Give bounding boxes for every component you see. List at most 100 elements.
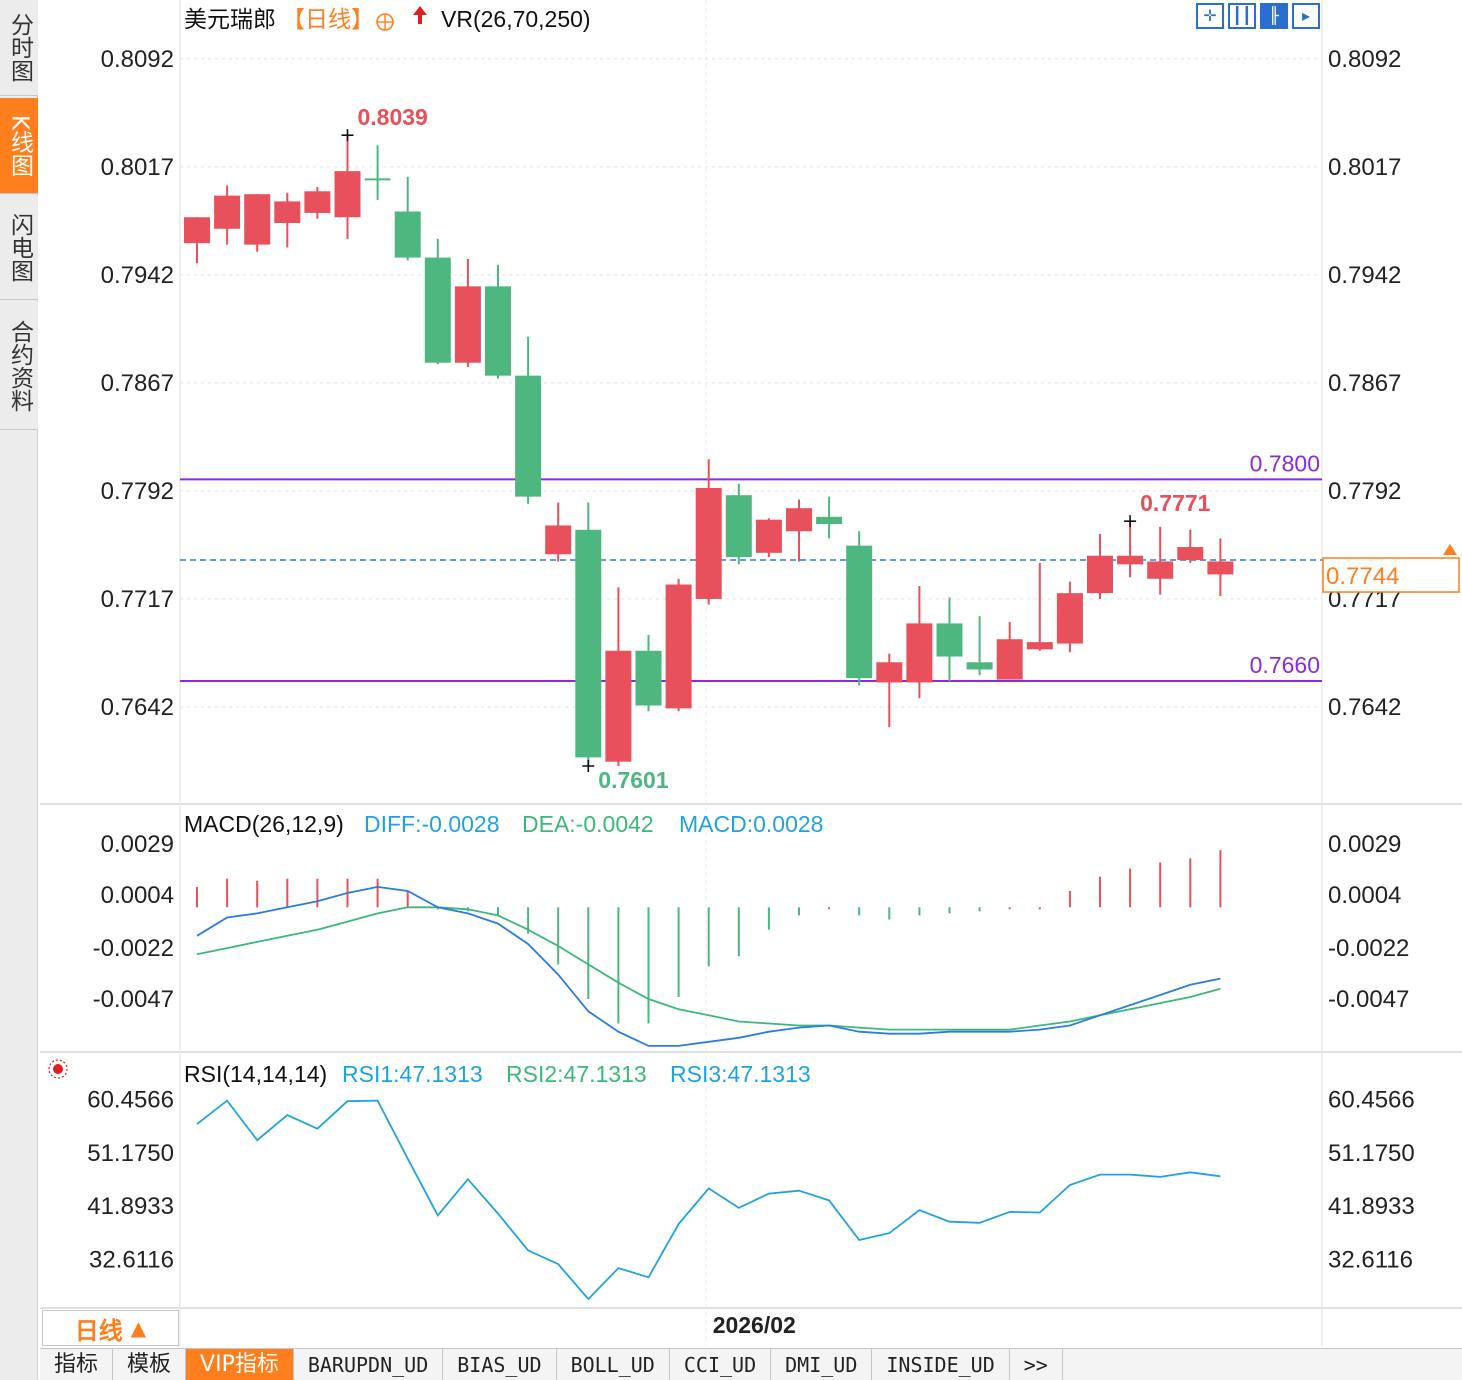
candle-body bbox=[1177, 547, 1204, 561]
rsi-axis: 60.4566 60.4566 51.1750 51.1750 41.8933 41.89… bbox=[87, 1087, 1415, 1274]
price-tick-left: 0.8092 bbox=[101, 46, 174, 73]
candle-body bbox=[364, 178, 391, 181]
candle-body bbox=[936, 623, 963, 657]
bottom-tab-1[interactable]: 模板 bbox=[113, 1349, 187, 1380]
candle-body bbox=[816, 516, 843, 525]
side-tab-0[interactable]: 分时图 bbox=[0, 0, 38, 96]
period-tag[interactable]: 【日线】 bbox=[282, 6, 374, 32]
candle-body bbox=[725, 495, 752, 558]
candle-body bbox=[274, 201, 301, 223]
rsi-tick-right: 51.1750 bbox=[1328, 1140, 1415, 1167]
candle-body bbox=[605, 650, 632, 762]
rsi-tick-left: 32.6116 bbox=[89, 1246, 174, 1273]
crosshair-icon[interactable]: ✛ bbox=[1196, 3, 1224, 29]
candle-body bbox=[244, 194, 271, 245]
arrow-right-icon[interactable]: ▸ bbox=[1292, 3, 1320, 29]
macd-tick-right: 0.0004 bbox=[1328, 882, 1401, 909]
extreme-marker bbox=[582, 759, 595, 772]
bottom-tab-0[interactable]: 指标 bbox=[40, 1349, 114, 1380]
candle-body bbox=[1117, 555, 1144, 565]
chart-icon[interactable]: ┃┃ bbox=[1228, 3, 1256, 29]
candle-body bbox=[424, 257, 451, 363]
bottom-tab-4[interactable]: BIAS_UD bbox=[443, 1349, 557, 1380]
vr-indicator-label[interactable]: VR(26,70,250) bbox=[441, 6, 591, 32]
candle-body bbox=[485, 286, 511, 376]
candle-body bbox=[515, 375, 542, 497]
candle-body bbox=[1147, 561, 1174, 579]
rsi-tick-left: 51.1750 bbox=[87, 1140, 174, 1167]
candle-body bbox=[635, 650, 662, 706]
bottom-tab-6[interactable]: CCI_UD bbox=[670, 1349, 772, 1380]
rsi2-value: RSI2:47.1313 bbox=[506, 1061, 647, 1087]
bottom-tab-2[interactable]: VIP指标 bbox=[186, 1349, 294, 1380]
bottom-tab-5[interactable]: BOLL_UD bbox=[557, 1349, 670, 1380]
macd-diff-value: DIFF:-0.0028 bbox=[364, 811, 500, 837]
candle-body bbox=[184, 217, 210, 244]
dea-line bbox=[196, 906, 1221, 1031]
rsi-series bbox=[196, 1099, 1221, 1301]
candle-body bbox=[214, 195, 241, 229]
macd-dea-value: DEA:-0.0042 bbox=[522, 811, 654, 837]
macd-tick-left: -0.0022 bbox=[93, 935, 174, 962]
price-tick-right: 0.8017 bbox=[1328, 154, 1401, 181]
annotations: 0.8039 0.7601 0.7771 bbox=[341, 104, 1211, 793]
candles bbox=[184, 135, 1234, 766]
candle-body bbox=[454, 286, 481, 363]
candle-body bbox=[846, 545, 873, 679]
bottom-tab-9[interactable]: >> bbox=[1010, 1349, 1063, 1380]
side-tab-3[interactable]: 合约资料 bbox=[0, 302, 38, 430]
candle-body bbox=[1056, 593, 1083, 644]
candle-body bbox=[545, 525, 572, 555]
price-tick-right: 0.7942 bbox=[1328, 262, 1401, 289]
price-tick-left: 0.7942 bbox=[101, 262, 174, 289]
macd-tick-right: -0.0022 bbox=[1328, 935, 1409, 962]
extreme-marker bbox=[341, 129, 354, 142]
price-tick-right: 0.8092 bbox=[1328, 46, 1401, 73]
indicator-icon[interactable]: ╟ bbox=[1260, 3, 1288, 29]
chart-canvas[interactable]: 美元瑞郎 【日线】 VR(26,70,250) 0.8092 0.80920.80… bbox=[0, 0, 1462, 1348]
price-axis: 0.8092 0.8092 0.8017 0.8017 0.7942 0.7942 0.78… bbox=[101, 46, 1402, 721]
candle-body bbox=[1207, 561, 1234, 575]
symbol-title: 美元瑞郎 bbox=[184, 6, 276, 32]
period-label: 日线 bbox=[74, 1316, 123, 1345]
candle-body bbox=[394, 211, 421, 258]
bottom-tab-8[interactable]: INSIDE_UD bbox=[872, 1349, 1010, 1380]
bottom-tab-7[interactable]: DMI_UD bbox=[771, 1349, 873, 1380]
macd-tick-right: -0.0047 bbox=[1328, 986, 1409, 1013]
macd-tick-left: -0.0047 bbox=[93, 986, 174, 1013]
price-tick-right: 0.7792 bbox=[1328, 478, 1401, 505]
extreme-label: 0.7771 bbox=[1140, 490, 1211, 516]
extreme-marker bbox=[1124, 515, 1137, 528]
price-tick-left: 0.7717 bbox=[101, 586, 174, 613]
candle-body bbox=[1026, 642, 1053, 650]
x-axis-date-label: 2026/02 bbox=[713, 1312, 796, 1338]
indicator-tab-bar: 指标 模板 VIP指标 BARUPDN_UD BIAS_UD BOLL_UD CCI_UD D… bbox=[40, 1348, 1462, 1380]
bottom-tab-3[interactable]: BARUPDN_UD bbox=[294, 1349, 444, 1380]
grid-layer bbox=[40, 0, 1462, 1346]
candle-body bbox=[575, 529, 602, 758]
candle-body bbox=[334, 171, 361, 218]
candle-body bbox=[304, 191, 331, 213]
extreme-label: 0.7601 bbox=[598, 767, 669, 793]
period-selector[interactable]: 日线 ▲ bbox=[42, 1310, 179, 1346]
price-tick-left: 0.8017 bbox=[101, 154, 174, 181]
rsi-title[interactable]: RSI(14,14,14) bbox=[184, 1061, 327, 1087]
side-tab-2[interactable]: 闪电图 bbox=[0, 196, 38, 300]
candle-body bbox=[966, 662, 993, 670]
macd-tick-left: 0.0004 bbox=[101, 882, 174, 909]
side-tab-1[interactable]: K线图 bbox=[0, 98, 38, 194]
settings-sun-icon[interactable] bbox=[48, 1059, 68, 1079]
macd-axis: 0.0029 0.0029 0.0004 0.0004 -0.0022 -0.0022 -0… bbox=[93, 831, 1410, 1013]
globe-icon[interactable] bbox=[376, 13, 394, 31]
candle-body bbox=[906, 623, 933, 683]
hline-label: 0.7800 bbox=[1250, 450, 1320, 476]
macd-tick-right: 0.0029 bbox=[1328, 831, 1401, 858]
macd-title[interactable]: MACD(26,12,9) bbox=[184, 811, 344, 837]
rsi-tick-right: 32.6116 bbox=[1328, 1246, 1413, 1273]
rsi-tick-left: 60.4566 bbox=[87, 1087, 174, 1114]
diff-line bbox=[196, 885, 1221, 1047]
candle-body bbox=[695, 488, 722, 599]
candle-body bbox=[876, 662, 903, 683]
price-tick-right: 0.7867 bbox=[1328, 370, 1401, 397]
